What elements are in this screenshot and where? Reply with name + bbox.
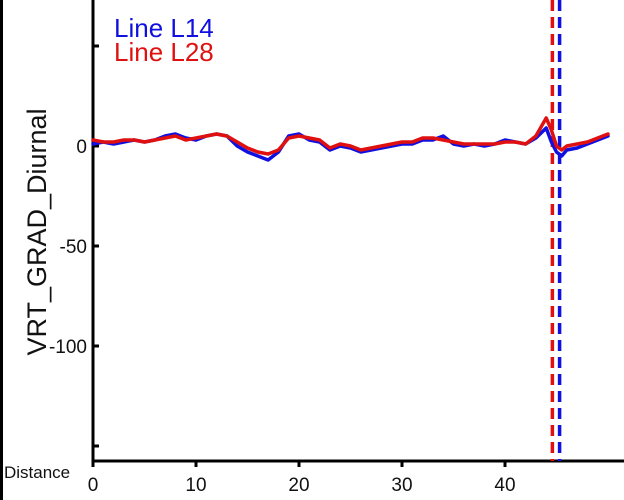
- series-line-line-l14: [91, 126, 610, 162]
- series-group: [91, 116, 610, 162]
- x-tick-label-30: 30: [391, 475, 412, 496]
- legend: Line L14 Line L28: [114, 13, 214, 67]
- x-axis: 0 10 20 30 40: [88, 459, 624, 496]
- chart-background: [3, 0, 624, 500]
- x-tick-label-20: 20: [288, 475, 309, 496]
- y-tick-label-neg100: -100: [49, 337, 87, 358]
- x-tick-label-10: 10: [185, 475, 206, 496]
- series-line-line-l28: [91, 116, 610, 156]
- y-axis-title: VRT_GRAD_Diurnal: [22, 108, 52, 355]
- y-tick-label-0: 0: [76, 137, 87, 158]
- legend-entry-line-l28: Line L28: [114, 37, 214, 67]
- x-tick-label-0: 0: [88, 475, 99, 496]
- x-tick-label-40: 40: [494, 475, 515, 496]
- y-axis: -100 -50 0: [49, 0, 99, 462]
- legend-entry-line-l14: Line L14: [114, 13, 214, 43]
- x-axis-title: Distance: [4, 463, 70, 482]
- y-tick-label-neg50: -50: [60, 237, 87, 258]
- vertical-marker-lines: [550, 0, 562, 461]
